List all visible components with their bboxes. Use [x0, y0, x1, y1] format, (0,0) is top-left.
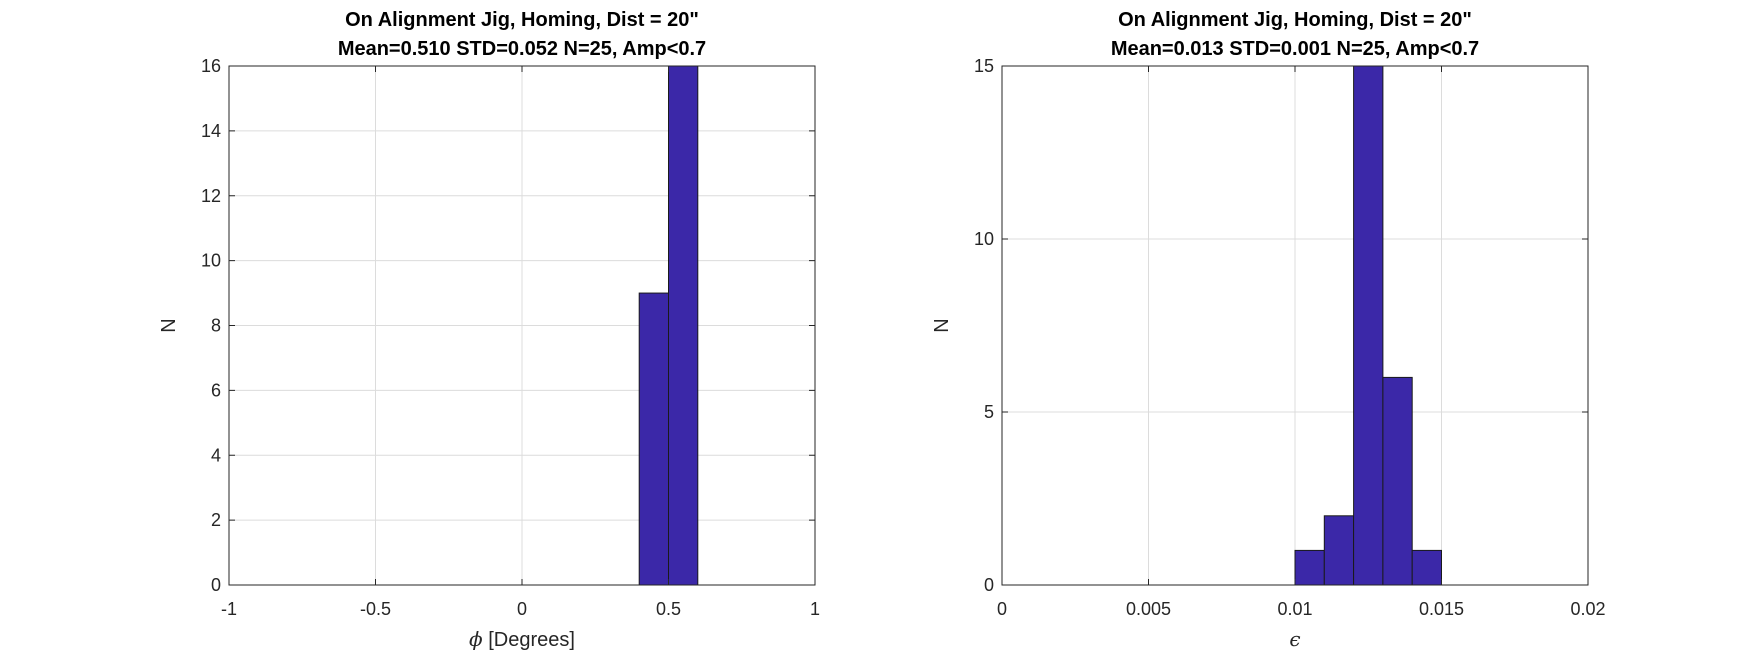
x-axis-symbol: ϕ [469, 627, 483, 651]
histogram-bar [668, 65, 699, 586]
chart-title-line: Mean=0.013 STD=0.001 N=25, Amp<0.7 [1111, 38, 1479, 60]
y-tick-label: 0 [984, 575, 994, 595]
x-tick-label: 0.005 [1126, 599, 1171, 619]
histogram-bar [1294, 549, 1325, 586]
x-tick-label: 1 [810, 599, 820, 619]
y-tick-label: 14 [201, 121, 221, 141]
chart-panel-2: 0 0.005 0.01 0.015 0.02 0 5 10 15 On Alignment Ji… [931, 9, 1606, 651]
chart-title-line: Mean=0.510 STD=0.052 N=25, Amp<0.7 [338, 38, 706, 60]
histogram-bar [1353, 65, 1384, 586]
chart-title-line: On Alignment Jig, Homing, Dist = 20" [1118, 9, 1472, 31]
x-axis-label: ϵ [1289, 627, 1300, 651]
histogram-bar [638, 292, 670, 586]
y-tick-label: 2 [211, 510, 221, 530]
y-tick-label: 6 [211, 380, 221, 400]
x-axis-symbol: ϵ [1289, 627, 1300, 651]
y-tick-label: 15 [974, 56, 994, 76]
y-tick-label: 16 [201, 56, 221, 76]
y-tick-label: 12 [201, 186, 221, 206]
y-tick-label: 4 [211, 445, 221, 465]
x-tick-label: 0.02 [1570, 599, 1605, 619]
y-tick-label: 10 [201, 251, 221, 271]
x-tick-label: -0.5 [360, 599, 391, 619]
y-axis-label: N [158, 318, 180, 332]
x-axis-label: ϕ [Degrees] [469, 627, 575, 651]
histogram-bar [1323, 515, 1355, 586]
histogram-bar [1382, 376, 1413, 586]
y-axis-label: N [931, 318, 953, 332]
chart-title-line: On Alignment Jig, Homing, Dist = 20" [345, 9, 699, 31]
x-tick-label: 0.01 [1277, 599, 1312, 619]
x-tick-label: 0.5 [656, 599, 681, 619]
y-tick-label: 0 [211, 575, 221, 595]
x-axis-unit: [Degrees] [483, 629, 575, 651]
y-tick-label: 5 [984, 402, 994, 422]
x-tick-label: 0 [997, 599, 1007, 619]
y-tick-label: 8 [211, 316, 221, 336]
histogram-bar [1411, 549, 1442, 586]
y-tick-label: 10 [974, 229, 994, 249]
x-tick-label: 0 [517, 599, 527, 619]
x-tick-label: -1 [221, 599, 237, 619]
x-tick-label: 0.015 [1419, 599, 1464, 619]
